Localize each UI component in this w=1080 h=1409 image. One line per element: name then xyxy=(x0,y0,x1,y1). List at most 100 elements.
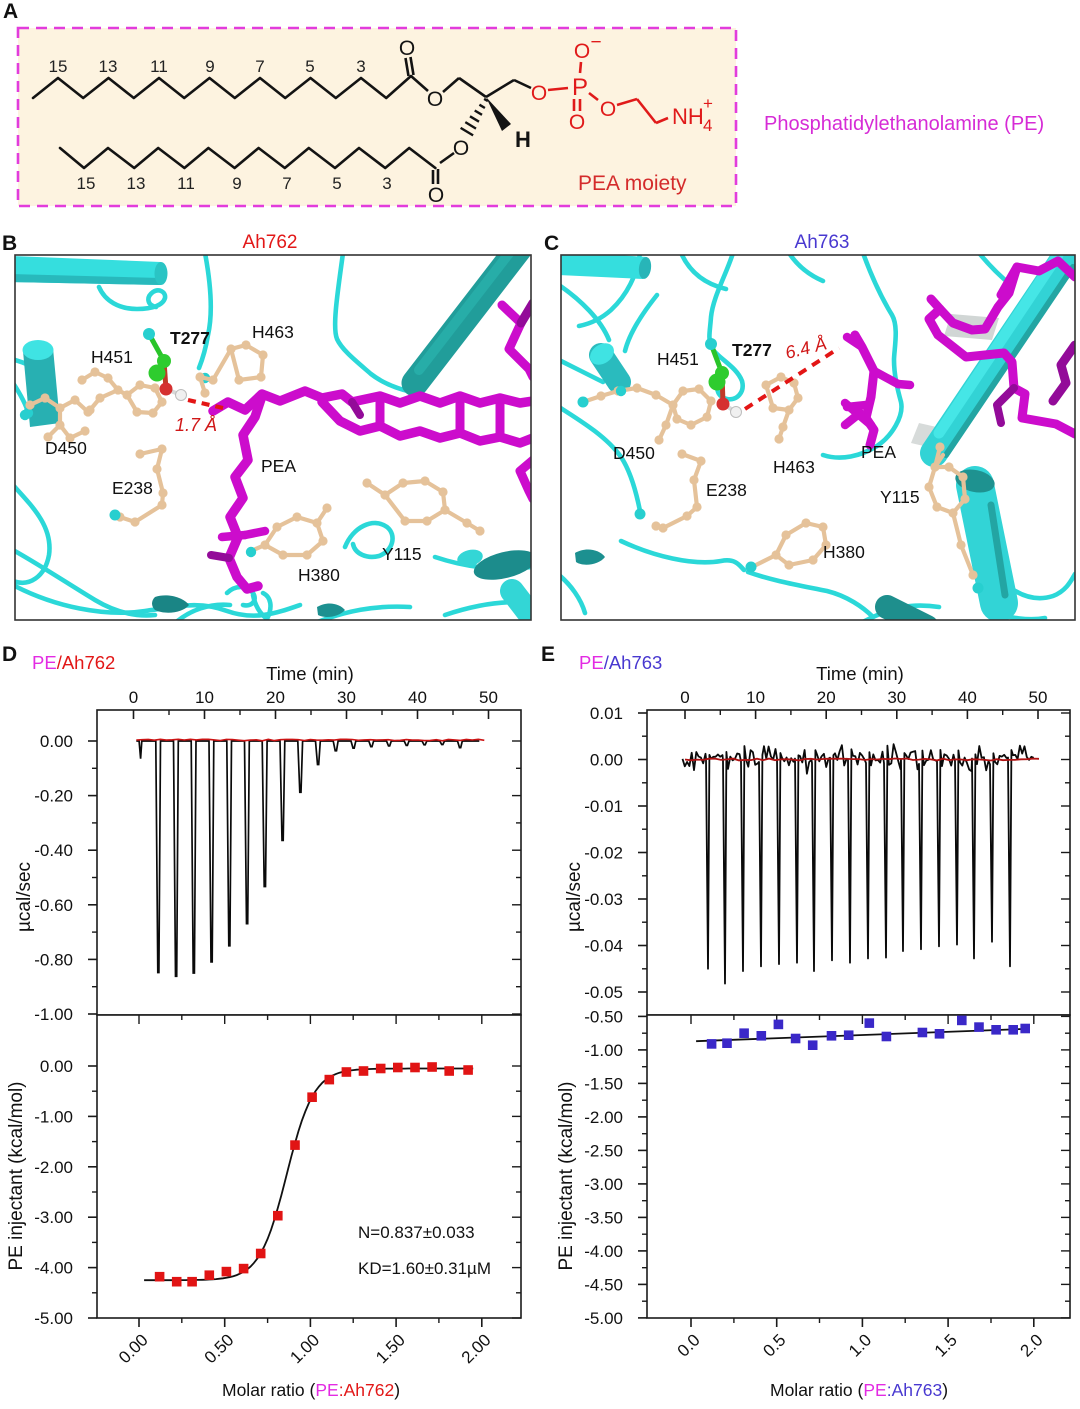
svg-text:-4.50: -4.50 xyxy=(584,1275,623,1294)
svg-text:−: − xyxy=(590,32,601,53)
svg-text:-2.00: -2.00 xyxy=(584,1108,623,1127)
svg-text:0: 0 xyxy=(129,688,138,707)
svg-text:-5.00: -5.00 xyxy=(584,1309,623,1328)
svg-text:30: 30 xyxy=(887,688,906,707)
svg-text:O: O xyxy=(428,184,444,207)
svg-text:C: C xyxy=(544,232,559,255)
svg-text:-5.00: -5.00 xyxy=(34,1309,73,1328)
svg-text:Y115: Y115 xyxy=(382,544,422,564)
svg-text:Ah763: Ah763 xyxy=(795,232,850,253)
svg-text:-3.00: -3.00 xyxy=(34,1208,73,1227)
svg-text:11: 11 xyxy=(150,57,168,76)
svg-text:Molar ratio (PE:Ah763): Molar ratio (PE:Ah763) xyxy=(770,1380,948,1400)
svg-text:10: 10 xyxy=(195,688,214,707)
svg-text:H380: H380 xyxy=(298,565,340,585)
svg-text:15: 15 xyxy=(49,57,68,76)
svg-text:H451: H451 xyxy=(91,347,133,367)
svg-text:9: 9 xyxy=(205,57,214,76)
svg-text:O: O xyxy=(574,40,590,63)
svg-text:PE injectant (kcal/mol): PE injectant (kcal/mol) xyxy=(556,1081,577,1270)
svg-text:4: 4 xyxy=(703,116,712,135)
svg-text:50: 50 xyxy=(1029,688,1048,707)
svg-text:-0.40: -0.40 xyxy=(34,841,73,860)
svg-text:0.00: 0.00 xyxy=(590,751,623,770)
svg-text:PE/Ah763: PE/Ah763 xyxy=(579,652,662,673)
svg-text:D450: D450 xyxy=(45,438,87,458)
svg-text:NH: NH xyxy=(672,104,704,129)
svg-text:B: B xyxy=(2,232,17,255)
svg-text:11: 11 xyxy=(177,174,195,193)
svg-text:O: O xyxy=(453,137,469,160)
svg-text:7: 7 xyxy=(255,57,264,76)
svg-text:-2.50: -2.50 xyxy=(584,1141,623,1160)
svg-text:0.00: 0.00 xyxy=(40,732,73,751)
svg-text:50: 50 xyxy=(479,688,498,707)
svg-text:KD=1.60±0.31µM: KD=1.60±0.31µM xyxy=(358,1259,491,1278)
svg-text:3: 3 xyxy=(356,57,365,76)
svg-text:O: O xyxy=(399,37,415,60)
svg-text:µcal/sec: µcal/sec xyxy=(14,862,35,932)
svg-text:A: A xyxy=(3,0,18,23)
svg-text:E: E xyxy=(541,643,555,666)
svg-text:5: 5 xyxy=(305,57,314,76)
svg-text:30: 30 xyxy=(337,688,356,707)
svg-text:-3.50: -3.50 xyxy=(584,1208,623,1227)
svg-text:0.01: 0.01 xyxy=(590,704,623,723)
svg-text:D: D xyxy=(2,643,17,666)
svg-text:Y115: Y115 xyxy=(880,487,920,507)
svg-text:N=0.837±0.033: N=0.837±0.033 xyxy=(358,1223,475,1242)
svg-text:E238: E238 xyxy=(112,478,153,498)
svg-text:-1.50: -1.50 xyxy=(584,1074,623,1093)
svg-text:-1.00: -1.00 xyxy=(34,1005,73,1024)
svg-text:40: 40 xyxy=(958,688,977,707)
svg-text:-0.50: -0.50 xyxy=(584,1007,623,1026)
svg-text:-0.05: -0.05 xyxy=(584,983,623,1002)
svg-text:H: H xyxy=(515,127,531,152)
svg-text:1.7 Å: 1.7 Å xyxy=(175,415,217,435)
svg-text:PE injectant (kcal/mol): PE injectant (kcal/mol) xyxy=(6,1081,27,1270)
svg-text:40: 40 xyxy=(408,688,427,707)
svg-text:13: 13 xyxy=(99,57,118,76)
svg-text:5: 5 xyxy=(332,174,341,193)
svg-text:Ah762: Ah762 xyxy=(243,232,298,253)
svg-text:O: O xyxy=(569,111,585,134)
svg-text:O: O xyxy=(531,82,547,105)
svg-text:PEA: PEA xyxy=(261,456,296,476)
svg-text:-0.60: -0.60 xyxy=(34,896,73,915)
svg-text:15: 15 xyxy=(77,174,96,193)
svg-text:H451: H451 xyxy=(657,349,699,369)
svg-text:Time (min): Time (min) xyxy=(266,663,354,684)
svg-text:-0.01: -0.01 xyxy=(584,797,623,816)
svg-text:Phosphatidylethanolamine (PE): Phosphatidylethanolamine (PE) xyxy=(764,113,1044,135)
svg-text:7: 7 xyxy=(282,174,291,193)
svg-text:-3.00: -3.00 xyxy=(584,1175,623,1194)
svg-text:-1.00: -1.00 xyxy=(584,1041,623,1060)
svg-text:H463: H463 xyxy=(773,457,815,477)
svg-text:P: P xyxy=(572,74,588,101)
svg-text:10: 10 xyxy=(746,688,765,707)
svg-text:µcal/sec: µcal/sec xyxy=(564,862,585,932)
svg-text:Time (min): Time (min) xyxy=(816,663,904,684)
svg-text:D450: D450 xyxy=(613,443,655,463)
svg-text:+: + xyxy=(703,94,713,113)
svg-text:Molar ratio (PE:Ah762): Molar ratio (PE:Ah762) xyxy=(222,1380,400,1400)
svg-text:-1.00: -1.00 xyxy=(34,1107,73,1126)
svg-text:-0.03: -0.03 xyxy=(584,890,623,909)
svg-text:-0.20: -0.20 xyxy=(34,787,73,806)
svg-text:H380: H380 xyxy=(823,542,865,562)
svg-text:-0.02: -0.02 xyxy=(584,844,623,863)
svg-text:O: O xyxy=(427,88,443,111)
svg-text:-2.00: -2.00 xyxy=(34,1158,73,1177)
svg-text:PEA: PEA xyxy=(861,442,896,462)
svg-text:9: 9 xyxy=(232,174,241,193)
svg-text:-0.80: -0.80 xyxy=(34,950,73,969)
svg-text:20: 20 xyxy=(817,688,836,707)
svg-text:-4.00: -4.00 xyxy=(34,1259,73,1278)
svg-text:H463: H463 xyxy=(252,322,294,342)
svg-text:PEA moiety: PEA moiety xyxy=(578,172,687,195)
svg-text:E238: E238 xyxy=(706,480,747,500)
svg-text:0.00: 0.00 xyxy=(40,1057,73,1076)
svg-text:3: 3 xyxy=(382,174,391,193)
svg-text:PE/Ah762: PE/Ah762 xyxy=(32,652,115,673)
svg-text:-4.00: -4.00 xyxy=(584,1242,623,1261)
